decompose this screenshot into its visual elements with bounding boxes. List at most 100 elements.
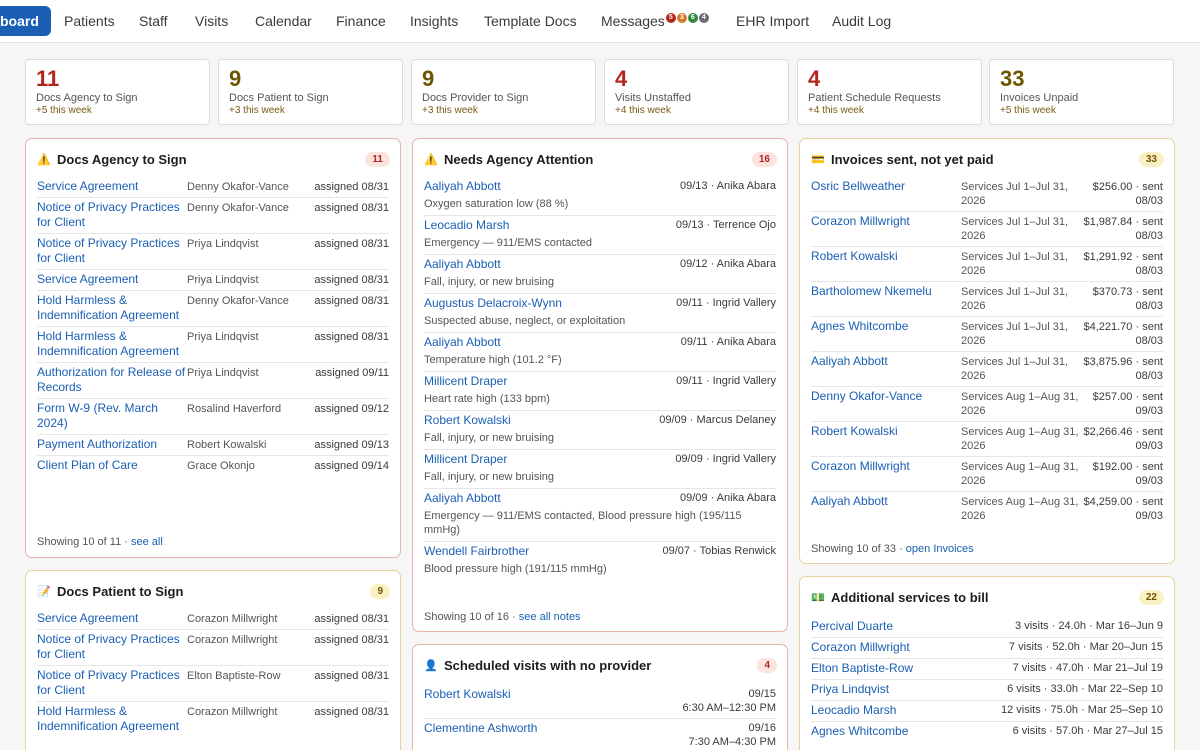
nav-staff[interactable]: Staff [139,13,168,29]
footer-text: Showing 10 of 11 · [37,536,128,548]
nav-template-docs[interactable]: Template Docs [484,13,577,29]
patient-name-link[interactable]: Clementine Ashworth [424,721,538,735]
patient-name-link[interactable]: Priya Lindqvist [811,682,890,696]
patient-name-link[interactable]: Leocadio Marsh [424,218,510,232]
invoice-period: Services Jul 1–Jul 31, 2026 [961,321,1068,347]
nav-messages[interactable]: Messages 5 3 6 4 [601,13,709,29]
patient-name-link[interactable]: Leocadio Marsh [811,703,897,717]
doc-assigned-date: assigned 08/31 [314,238,389,250]
patient-name-link[interactable]: Aaliyah Abbott [424,179,501,193]
note-description: Suspected abuse, neglect, or exploitatio… [424,315,626,327]
doc-person: Denny Okafor-Vance [187,295,289,307]
stat-card[interactable]: 4 Patient Schedule Requests +4 this week [797,59,982,125]
nav-insights[interactable]: Insights [410,13,459,29]
patient-name-link[interactable]: Aaliyah Abbott [811,354,888,368]
stat-card[interactable]: 9 Docs Provider to Sign +3 this week [411,59,596,125]
warning-icon: ⚠️ [424,154,438,166]
patient-name-link[interactable]: Aaliyah Abbott [424,335,501,349]
doc-title-link[interactable]: Service Agreement [37,272,139,286]
doc-title-link[interactable]: Notice of Privacy Practices for Client [37,668,180,697]
panel-title: Additional services to bill [831,590,989,605]
note-meta: 09/09 · Marcus Delaney [659,414,776,426]
doc-title-link[interactable]: Authorization for Release of Records [37,365,186,394]
patient-name-link[interactable]: Millicent Draper [424,452,508,466]
footer-text: Showing 10 of 33 · [811,543,903,555]
doc-assigned-date: assigned 08/31 [314,181,389,193]
panel-title: Docs Agency to Sign [57,152,187,167]
patient-docs-panel: 📝 Docs Patient to Sign 9 Service Agreemen… [25,570,401,750]
invoices-panel: 💳 Invoices sent, not yet paid 33 Osric Be… [799,138,1175,564]
doc-title-link[interactable]: Service Agreement [37,611,139,625]
doc-title-link[interactable]: Hold Harmless & Indemnification Agreemen… [37,329,180,358]
doc-title-link[interactable]: Hold Harmless & Indemnification Agreemen… [37,293,180,322]
note-description: Oxygen saturation low (88 %) [424,198,569,210]
stat-card[interactable]: 11 Docs Agency to Sign +5 this week [25,59,210,125]
doc-title-link[interactable]: Hold Harmless & Indemnification Agreemen… [37,704,180,733]
list-item: Leocadio Marsh 12 visits · 75.0h · Mar 25… [811,701,1163,722]
list-item: Aaliyah Abbott 09/11 · Anika Abara Tempera… [424,333,776,372]
doc-assigned-date: assigned 08/31 [314,331,389,343]
patient-name-link[interactable]: Robert Kowalski [811,249,898,263]
table-row: Notice of Privacy Practices for Client Co… [37,630,389,666]
see-all-link[interactable]: see all [130,536,163,548]
patient-name-link[interactable]: Elton Baptiste-Row [811,661,914,675]
patient-name-link[interactable]: Denny Okafor-Vance [811,389,923,403]
note-meta: 09/11 · Anika Abara [680,336,776,348]
service-summary: 6 visits · 33.0h · Mar 22–Sep 10 [1007,683,1163,695]
patient-name-link[interactable]: Wendell Fairbrother [424,544,530,558]
service-summary: 3 visits · 24.0h · Mar 16–Jun 9 [1015,620,1163,632]
patient-name-link[interactable]: Osric Bellweather [811,179,906,193]
stat-card[interactable]: 33 Invoices Unpaid +5 this week [989,59,1174,125]
nav-patients[interactable]: Patients [64,13,115,29]
patient-name-link[interactable]: Augustus Delacroix-Wynn [424,296,562,310]
patient-name-link[interactable]: Corazon Millwright [811,214,910,228]
doc-title-link[interactable]: Client Plan of Care [37,458,138,472]
nav-audit-log[interactable]: Audit Log [832,13,892,29]
patient-name-link[interactable]: Corazon Millwright [811,459,910,473]
patient-name-link[interactable]: Robert Kowalski [424,413,511,427]
patient-name-link[interactable]: Agnes Whitcombe [811,724,909,738]
stat-value: 33 [1000,66,1025,91]
list-item: Elton Baptiste-Row 7 visits · 47.0h · Mar… [811,659,1163,680]
doc-title-link[interactable]: Service Agreement [37,179,139,193]
open-invoices-link[interactable]: open Invoices [905,543,974,555]
patient-name-link[interactable]: Aaliyah Abbott [424,257,501,271]
nav-finance[interactable]: Finance [336,13,386,29]
doc-title-link[interactable]: Notice of Privacy Practices for Client [37,632,180,661]
see-all-notes-link[interactable]: see all notes [518,611,581,623]
warning-icon: ⚠️ [37,154,51,166]
nav-calendar[interactable]: Calendar [255,13,312,29]
doc-title-link[interactable]: Payment Authorization [37,437,158,451]
list-item: Aaliyah Abbott 09/13 · Anika Abara Oxygen … [424,177,776,216]
invoice-period: Services Jul 1–Jul 31, 2026 [961,251,1068,277]
note-description: Emergency — 911/EMS contacted, Blood pre… [424,510,742,536]
patient-name-link[interactable]: Percival Duarte [811,619,894,633]
list-item: Robert Kowalski 09/09 · Marcus Delaney Fal… [424,411,776,450]
note-description: Blood pressure high (191/115 mmHg) [424,563,607,575]
patient-name-link[interactable]: Bartholomew Nkemelu [811,284,932,298]
attention-panel: ⚠️ Needs Agency Attention 16 Aaliyah Abbo… [412,138,788,632]
table-row: Service Agreement Priya Lindqvist assigned… [37,270,389,291]
doc-title-link[interactable]: Notice of Privacy Practices for Client [37,236,180,265]
patient-name-link[interactable]: Robert Kowalski [811,424,898,438]
stat-card[interactable]: 9 Docs Patient to Sign +3 this week [218,59,403,125]
visit-date: 09/15 [748,688,776,700]
doc-title-link[interactable]: Form W-9 (Rev. March 2024) [37,401,158,430]
patient-name-link[interactable]: Agnes Whitcombe [811,319,909,333]
doc-title-link[interactable]: Notice of Privacy Practices for Client [37,200,180,229]
patient-name-link[interactable]: Millicent Draper [424,374,508,388]
nav-visits[interactable]: Visits [195,13,229,29]
note-description: Fall, injury, or new bruising [424,432,555,444]
patient-name-link[interactable]: Aaliyah Abbott [424,491,501,505]
table-row: Authorization for Release of Records Priy… [37,363,389,399]
stat-delta: +5 this week [1000,105,1056,116]
nav-ehr-import[interactable]: EHR Import [736,13,810,29]
doc-person: Denny Okafor-Vance [187,202,289,214]
patient-name-link[interactable]: Aaliyah Abbott [811,494,888,508]
stat-card[interactable]: 4 Visits Unstaffed +4 this week [604,59,789,125]
patient-name-link[interactable]: Corazon Millwright [811,640,910,654]
table-row: Notice of Privacy Practices for Client Pr… [37,234,389,270]
nav-dashboard[interactable]: board [0,6,51,36]
stat-label: Docs Provider to Sign [422,92,529,104]
patient-name-link[interactable]: Robert Kowalski [424,687,511,701]
